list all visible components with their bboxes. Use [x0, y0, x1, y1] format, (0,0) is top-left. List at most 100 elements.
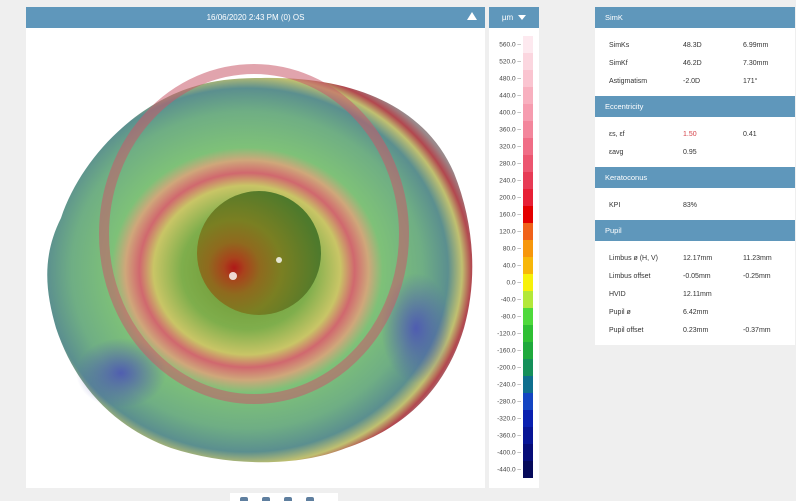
legend-tick-label: 560.0 — [499, 41, 521, 48]
topography-map-panel: 16/06/2020 2:43 PM (0) OS — [26, 7, 485, 488]
simk-header[interactable]: SimK — [595, 7, 795, 28]
legend-tick-label: 320.0 — [499, 143, 521, 150]
legend-tick-label: -40.0 — [501, 296, 521, 303]
row-label: SimKf — [609, 59, 628, 67]
legend-tick-label: 480.0 — [499, 75, 521, 82]
legend-color-swatch — [523, 257, 533, 274]
row-label: Limbus offset — [609, 272, 651, 280]
legend-color-swatch — [523, 189, 533, 206]
row-value-1-highlighted: 1.50 — [683, 130, 697, 138]
row-label: Limbus ø (H, V) — [609, 254, 659, 262]
legend-color-bar — [523, 36, 533, 478]
legend-color-swatch — [523, 155, 533, 172]
pupil-row: Limbus offset -0.05mm -0.25mm — [595, 267, 795, 285]
legend-tick-label: 440.0 — [499, 92, 521, 99]
triangle-up-icon[interactable] — [467, 12, 477, 20]
keratoconus-header[interactable]: Keratoconus — [595, 167, 795, 188]
legend-tick-label: 120.0 — [499, 228, 521, 235]
legend-tick-label: -440.0 — [497, 466, 521, 473]
legend-tick-label: 0.0 — [507, 279, 521, 286]
row-label: HVID — [609, 290, 626, 298]
row-label: Pupil ø — [609, 308, 631, 316]
legend-tick-label: -400.0 — [497, 449, 521, 456]
corneal-topography-map[interactable] — [26, 28, 485, 488]
keratoconus-row: KPI 83% — [595, 196, 795, 214]
eccentricity-section: εs, εf 1.50 0.41 εavg 0.95 — [595, 117, 795, 167]
row-value-1: 83% — [683, 201, 698, 209]
row-value-2: 11.23mm — [743, 254, 772, 262]
legend-tick-label: 40.0 — [503, 262, 521, 269]
row-value-1: 6.42mm — [683, 308, 709, 316]
legend-tick-label: 400.0 — [499, 109, 521, 116]
row-label: Astigmatism — [609, 77, 648, 85]
legend-color-swatch — [523, 70, 533, 87]
tool-icon[interactable] — [306, 497, 314, 501]
legend-color-swatch — [523, 172, 533, 189]
tool-icon[interactable] — [262, 497, 270, 501]
pupil-row: Limbus ø (H, V) 12.17mm 11.23mm — [595, 249, 795, 267]
legend-color-swatch — [523, 342, 533, 359]
legend-color-swatch — [523, 87, 533, 104]
legend-tick-label: -360.0 — [497, 432, 521, 439]
eccentricity-row: εs, εf 1.50 0.41 — [595, 125, 795, 143]
legend-tick-label: -120.0 — [497, 330, 521, 337]
row-value-1: 12.17mm — [683, 254, 713, 262]
legend-tick-label: -280.0 — [497, 398, 521, 405]
pupil-row: Pupil offset 0.23mm -0.37mm — [595, 321, 795, 339]
unit-label: µm — [501, 13, 514, 22]
pupil-row: Pupil ø 6.42mm — [595, 303, 795, 321]
row-label: εs, εf — [609, 130, 625, 138]
legend-tick-label: 360.0 — [499, 126, 521, 133]
legend-tick-label: 80.0 — [503, 245, 521, 252]
row-value-1: 12.11mm — [683, 290, 712, 298]
legend-tick-label: -240.0 — [497, 381, 521, 388]
row-label: SimKs — [609, 41, 630, 49]
simk-row: Astigmatism -2.0D 171° — [595, 72, 795, 90]
row-label: εavg — [609, 148, 624, 156]
legend-color-swatch — [523, 274, 533, 291]
pupil-header[interactable]: Pupil — [595, 220, 795, 241]
tool-icon[interactable] — [284, 497, 292, 501]
legend-color-swatch — [523, 393, 533, 410]
legend-tick-label: 520.0 — [499, 58, 521, 65]
row-value-1: -0.05mm — [683, 272, 711, 280]
legend-color-swatch — [523, 121, 533, 138]
simk-row: SimKf 46.2D 7.30mm — [595, 54, 795, 72]
legend-tick-label: -320.0 — [497, 415, 521, 422]
legend-color-swatch — [523, 427, 533, 444]
legend-color-swatch — [523, 138, 533, 155]
row-value-1: 48.3D — [683, 41, 702, 49]
row-value-2: 0.41 — [743, 130, 757, 138]
legend-color-swatch — [523, 359, 533, 376]
legend-tick-label: 240.0 — [499, 177, 521, 184]
legend-color-swatch — [523, 376, 533, 393]
legend-color-swatch — [523, 325, 533, 342]
pupil-row: HVID 12.11mm — [595, 285, 795, 303]
legend-color-swatch — [523, 223, 533, 240]
legend-color-swatch — [523, 104, 533, 121]
unit-dropdown[interactable]: µm — [489, 7, 539, 28]
legend-color-swatch — [523, 206, 533, 223]
simk-row: SimKs 48.3D 6.99mm — [595, 36, 795, 54]
legend-tick-label: -80.0 — [501, 313, 521, 320]
simk-section: SimKs 48.3D 6.99mm SimKf 46.2D 7.30mm As… — [595, 28, 795, 96]
row-value-1: 0.23mm — [683, 326, 709, 334]
legend-tick-labels: 560.0 520.0 480.0 440.0 400.0 360.0 320.0 280.0… — [489, 36, 523, 478]
tool-icon[interactable] — [240, 497, 248, 501]
row-value-1: 0.95 — [683, 148, 697, 156]
legend-tick-label: 280.0 — [499, 160, 521, 167]
row-value-2: 7.30mm — [743, 59, 769, 67]
eye-heatmap-image — [47, 64, 473, 463]
row-value-1: 46.2D — [683, 59, 702, 67]
map-title: 16/06/2020 2:43 PM (0) OS — [206, 13, 305, 22]
legend-tick-label: 200.0 — [499, 194, 521, 201]
map-toolbar — [230, 493, 338, 501]
row-label: Pupil offset — [609, 326, 644, 334]
eccentricity-header[interactable]: Eccentricity — [595, 96, 795, 117]
row-label: KPI — [609, 201, 621, 209]
keratoconus-section: KPI 83% — [595, 188, 795, 220]
legend-color-swatch — [523, 410, 533, 427]
legend-tick-label: -160.0 — [497, 347, 521, 354]
color-scale-legend: µm 560.0 520.0 480.0 440.0 400.0 360.0 320.0 28… — [489, 7, 539, 488]
row-value-2: -0.25mm — [743, 272, 771, 280]
